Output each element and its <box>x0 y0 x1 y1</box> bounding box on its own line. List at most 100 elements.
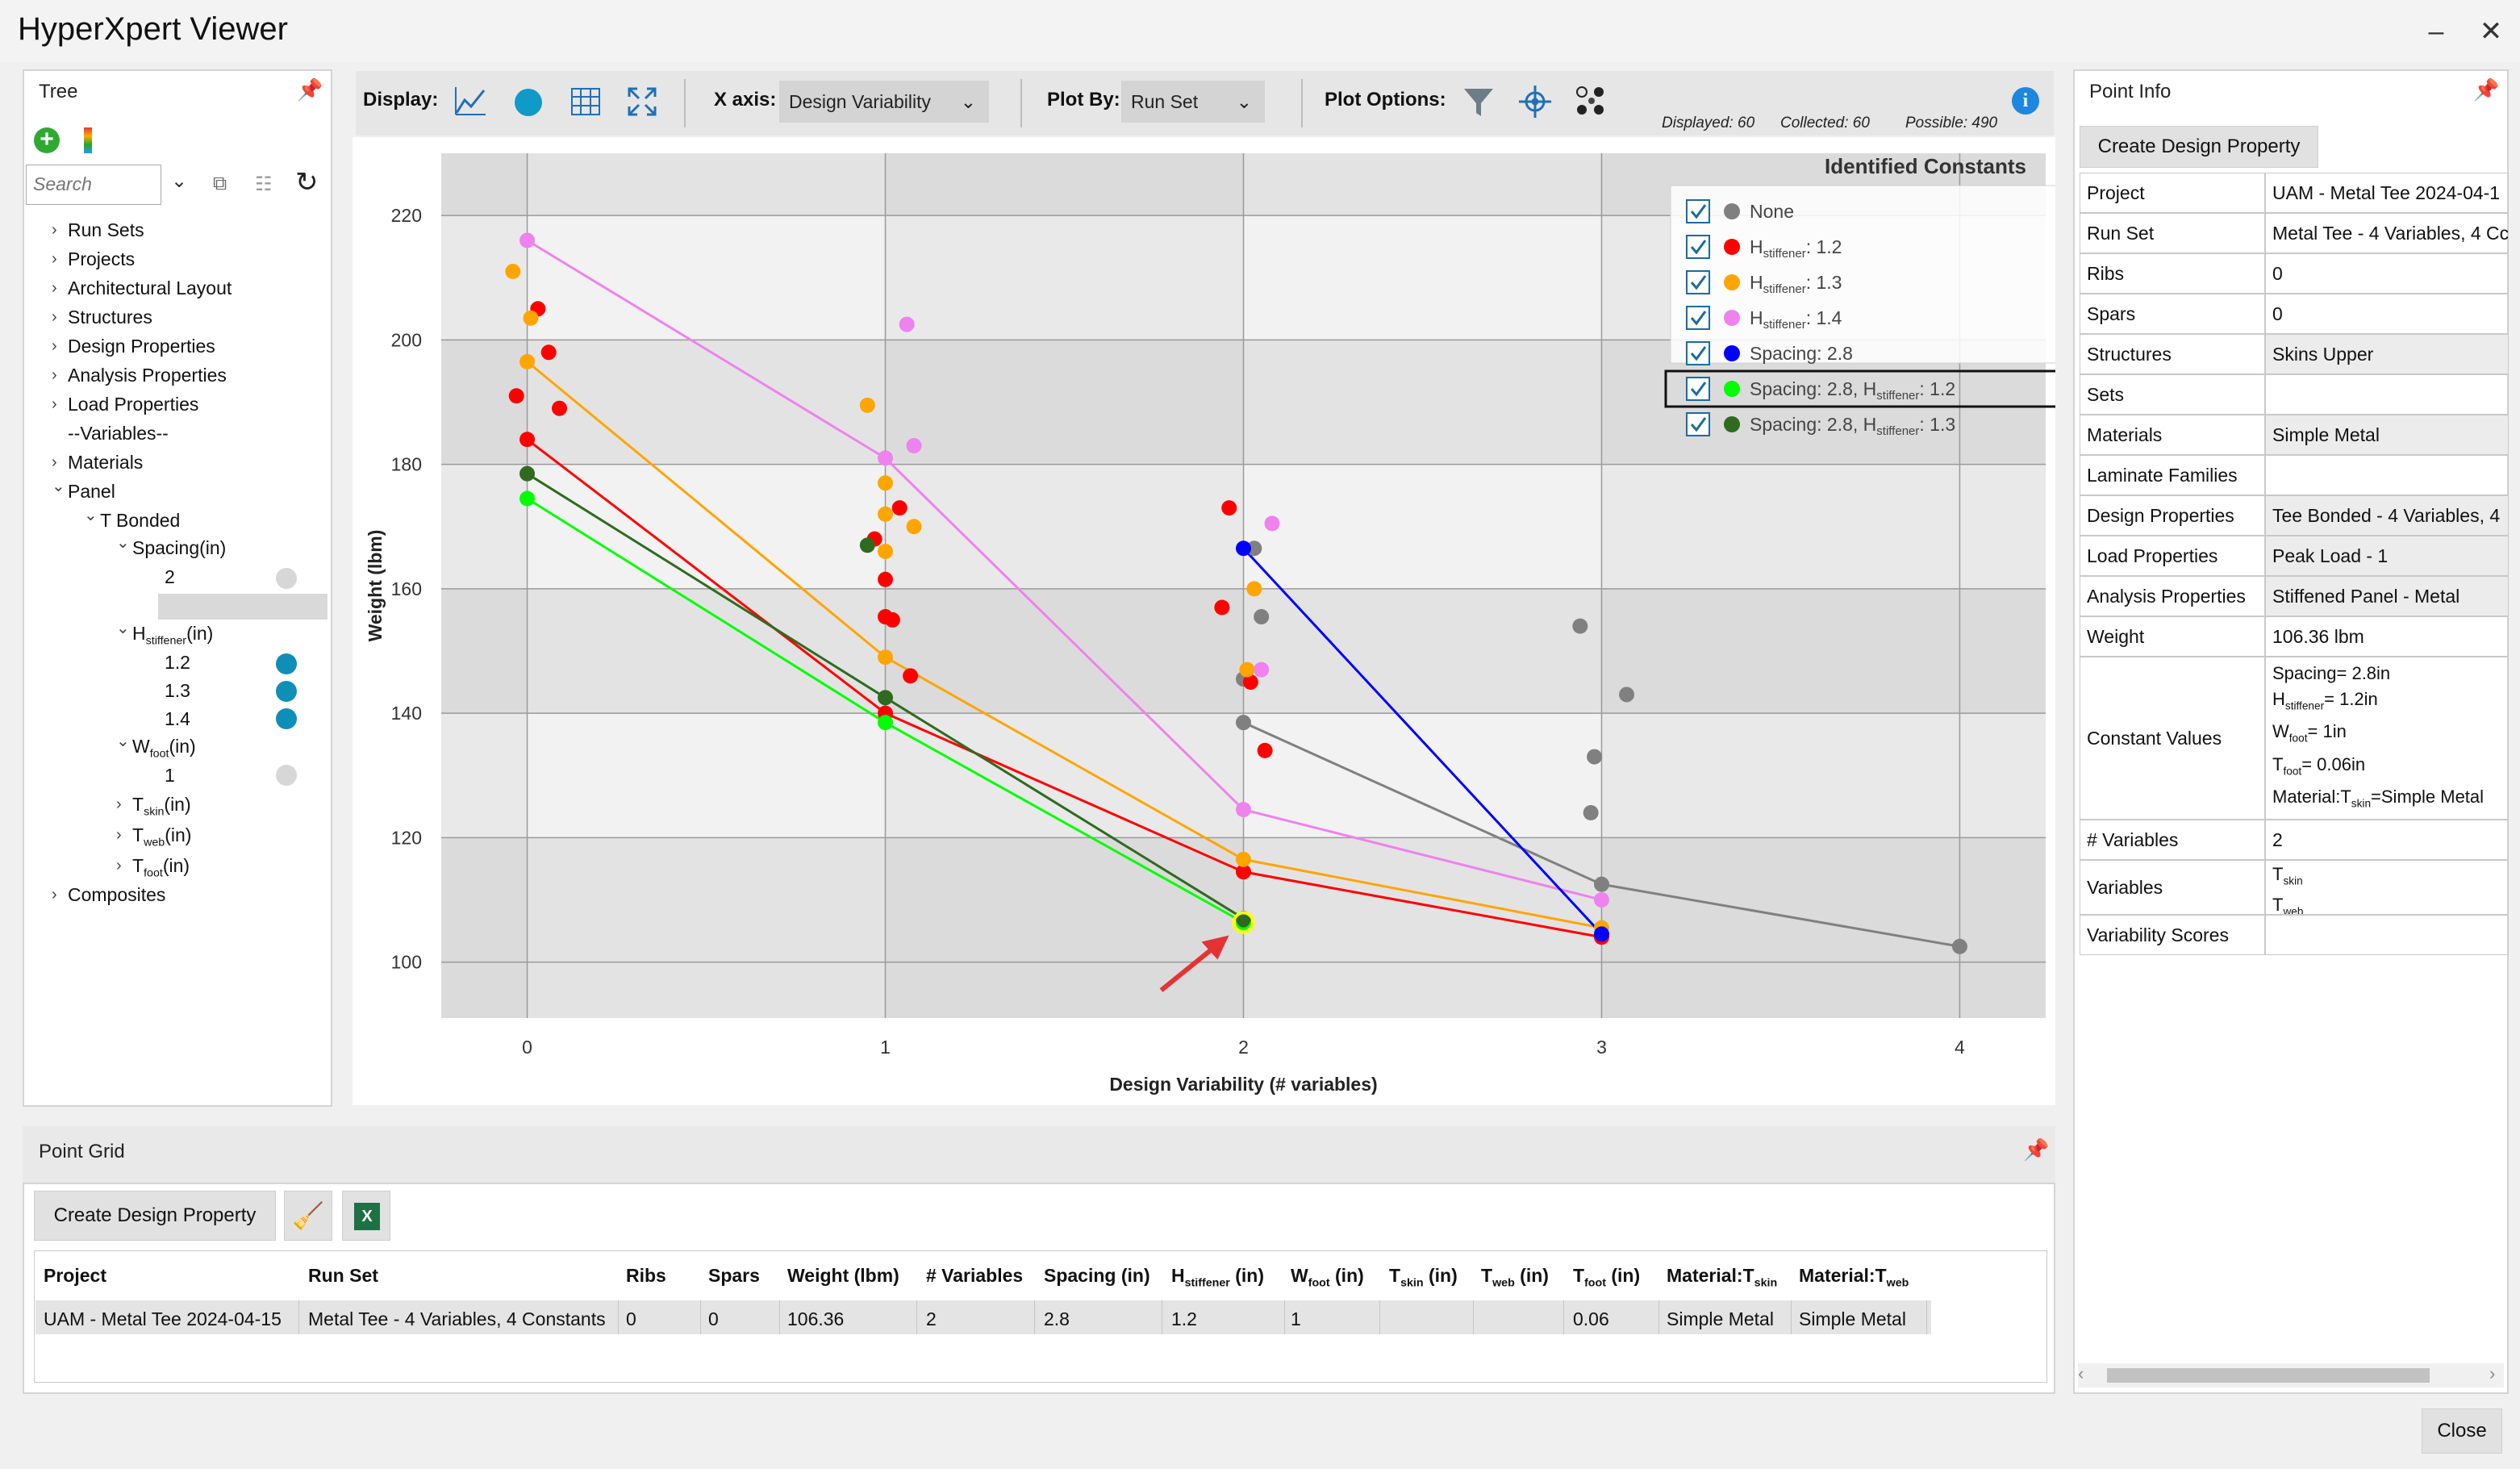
info-value[interactable] <box>2265 455 2509 495</box>
chevron-right-icon[interactable]: › <box>52 395 57 413</box>
column-header[interactable]: Wfoot (in) <box>1291 1265 1364 1290</box>
data-point[interactable] <box>519 232 536 248</box>
data-point[interactable] <box>523 310 539 326</box>
data-point[interactable] <box>1221 500 1237 516</box>
column-header[interactable]: Spars <box>708 1265 760 1287</box>
tree-item[interactable]: Analysis Properties <box>68 365 227 386</box>
scrollbar-thumb[interactable] <box>2107 1368 2430 1383</box>
data-point[interactable] <box>878 649 894 666</box>
excel-export-icon[interactable]: X <box>342 1191 390 1241</box>
pin-icon[interactable]: 📌 <box>297 77 323 102</box>
add-icon[interactable]: + <box>34 127 60 153</box>
table-cell[interactable]: 106.36 <box>787 1308 845 1329</box>
legend-checkbox[interactable] <box>1686 306 1710 330</box>
data-point[interactable] <box>1587 749 1603 765</box>
table-cell[interactable]: 1.2 <box>1171 1308 1197 1329</box>
chart-area[interactable]: 100 120 140 160 180 200 220 0 1 2 3 4 Design Variabi… <box>353 137 2185 1105</box>
data-point[interactable] <box>519 432 536 448</box>
column-header[interactable]: Project <box>44 1265 106 1287</box>
table-cell[interactable]: 1 <box>1291 1308 1301 1329</box>
close-window-icon[interactable]: ✕ <box>2479 16 2503 47</box>
table-cell[interactable]: UAM - Metal Tee 2024-04-15 <box>44 1308 282 1329</box>
column-header[interactable]: Material:Tskin <box>1667 1265 1777 1290</box>
legend-item[interactable]: Hstiffener: 1.2 <box>1686 235 1842 261</box>
data-point[interactable] <box>1593 926 1609 942</box>
chevron-right-icon[interactable]: › <box>116 795 122 813</box>
data-point[interactable] <box>891 500 907 516</box>
data-point[interactable] <box>859 537 875 553</box>
tree-item-tfoot[interactable]: Tfoot(in) <box>132 855 190 880</box>
tree-item[interactable]: --Variables-- <box>68 423 169 444</box>
data-point[interactable] <box>519 490 536 507</box>
legend-item[interactable]: Spacing: 2.8 <box>1686 341 1853 365</box>
table-cell[interactable]: 0 <box>708 1308 719 1329</box>
table-cell[interactable]: 0.06 <box>1573 1308 1609 1329</box>
fit-to-view-icon[interactable] <box>626 86 658 118</box>
tree-item-wfoot-1[interactable]: 1 <box>165 765 175 786</box>
scatter-chart[interactable]: 100 120 140 160 180 200 220 0 1 2 3 4 Design Variabi… <box>353 137 2185 1105</box>
data-point[interactable] <box>1257 742 1273 758</box>
chevron-right-icon[interactable]: › <box>116 826 122 844</box>
selected-point-ring[interactable] <box>1232 911 1255 934</box>
scroll-left-icon[interactable]: ‹ <box>2078 1363 2084 1383</box>
data-point[interactable] <box>1593 891 1609 908</box>
tree-item-wfoot[interactable]: Wfoot(in) <box>132 736 196 761</box>
data-point[interactable] <box>878 450 894 466</box>
tree-item-t-bonded[interactable]: T Bonded <box>100 510 181 531</box>
chevron-right-icon[interactable]: › <box>52 308 57 326</box>
data-point[interactable] <box>540 344 557 361</box>
data-point[interactable] <box>505 264 521 280</box>
chevron-right-icon[interactable]: › <box>52 279 57 297</box>
data-point[interactable] <box>1242 674 1258 691</box>
info-value[interactable] <box>2265 374 2509 415</box>
info-value[interactable]: Skins Upper <box>2265 334 2509 374</box>
xaxis-select[interactable]: Design Variability ⌄ <box>779 81 989 123</box>
selection-toggle-dot[interactable] <box>276 653 297 674</box>
data-point[interactable] <box>878 715 894 731</box>
column-header[interactable]: Run Set <box>308 1265 378 1287</box>
table-cell[interactable]: Simple Metal <box>1667 1308 1774 1329</box>
chevron-down-icon[interactable]: ⌄ <box>52 478 65 495</box>
column-header[interactable]: Hstiffener (in) <box>1171 1265 1264 1290</box>
refresh-icon[interactable]: ↻ <box>295 167 319 198</box>
grid-create-design-property-button[interactable]: Create Design Property <box>34 1191 276 1241</box>
data-point[interactable] <box>1619 687 1635 703</box>
data-point[interactable] <box>1236 715 1251 731</box>
data-point[interactable] <box>878 544 894 560</box>
column-header[interactable]: Tskin (in) <box>1389 1265 1458 1290</box>
info-value[interactable]: Stiffened Panel - Metal <box>2265 576 2509 616</box>
tree-item-hstiff-1-2[interactable]: 1.2 <box>165 652 190 673</box>
table-row[interactable] <box>35 1300 1931 1334</box>
chevron-down-icon[interactable]: ⌄ <box>84 507 98 524</box>
scroll-right-icon[interactable]: › <box>2489 1363 2496 1383</box>
data-point[interactable] <box>1254 609 1270 625</box>
selection-toggle-dot[interactable] <box>276 681 297 702</box>
create-design-property-button[interactable]: Create Design Property <box>2080 126 2318 168</box>
column-header[interactable]: Tfoot (in) <box>1573 1265 1640 1290</box>
data-point[interactable] <box>878 690 894 706</box>
data-point[interactable] <box>1236 802 1251 818</box>
data-point[interactable] <box>1239 661 1255 678</box>
legend-item[interactable]: Spacing: 2.8, Hstiffener: 1.3 <box>1686 412 1955 438</box>
legend-checkbox[interactable] <box>1686 270 1710 294</box>
data-point[interactable] <box>878 571 894 587</box>
column-header[interactable]: Tweb (in) <box>1481 1265 1549 1290</box>
info-value[interactable]: Metal Tee - 4 Variables, 4 Cc <box>2265 213 2509 253</box>
chevron-right-icon[interactable]: › <box>52 453 57 471</box>
close-button[interactable]: Close <box>2422 1408 2502 1454</box>
data-point[interactable] <box>878 506 894 522</box>
chevron-right-icon[interactable]: › <box>52 886 57 904</box>
data-point[interactable] <box>1583 804 1599 820</box>
plotby-select[interactable]: Run Set ⌄ <box>1121 81 1265 123</box>
column-header[interactable]: # Variables <box>926 1265 1023 1287</box>
table-cell[interactable]: 0 <box>626 1308 636 1329</box>
scatter-points-icon[interactable] <box>1575 84 1608 119</box>
tree-item[interactable]: Architectural Layout <box>68 278 232 298</box>
table-cell[interactable]: Metal Tee - 4 Variables, 4 Constants <box>308 1308 606 1329</box>
data-point[interactable] <box>878 475 894 491</box>
clear-brush-icon[interactable]: 🧹 <box>284 1191 332 1241</box>
tree-item[interactable]: Panel <box>68 481 115 502</box>
tree-item-spacing-2[interactable]: 2 <box>165 566 175 587</box>
selection-toggle-dot[interactable] <box>276 708 297 729</box>
pin-icon[interactable]: 📌 <box>2023 1137 2050 1162</box>
